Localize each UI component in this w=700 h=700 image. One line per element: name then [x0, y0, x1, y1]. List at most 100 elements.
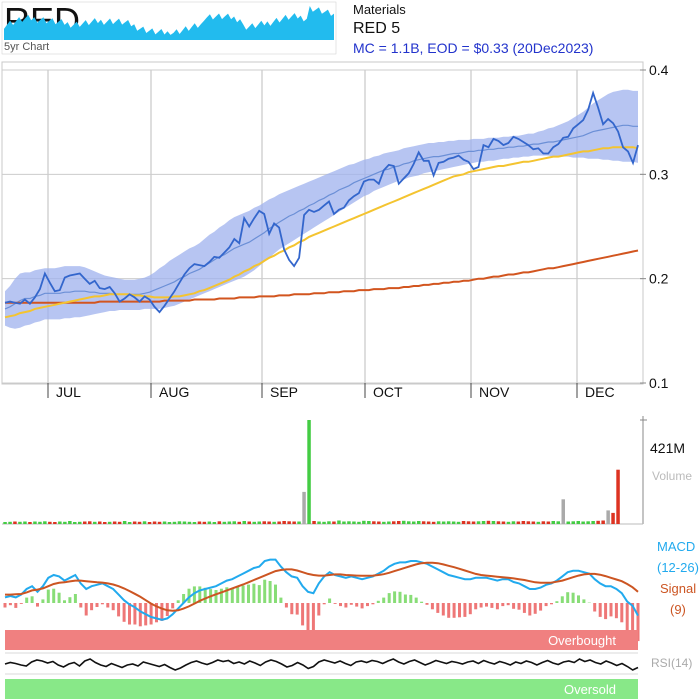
macd-histogram-bar [582, 599, 586, 603]
mini-chart-frame [1, 1, 337, 55]
volume-bar [426, 521, 431, 524]
macd-histogram-bar [387, 593, 391, 603]
volume-bar [322, 521, 326, 524]
company-name: RED 5 [353, 20, 400, 37]
rsi-line [4, 658, 639, 671]
macd-histogram-bar [138, 603, 142, 627]
macd-histogram-bar [41, 599, 45, 603]
volume-bar [327, 521, 331, 524]
macd-histogram-bar [311, 603, 315, 633]
macd-histogram-bar [182, 594, 186, 603]
macd-histogram-bar [79, 603, 83, 608]
macd-histogram-bar [550, 603, 553, 605]
volume-bar [342, 521, 346, 524]
macd-histogram-bar [625, 603, 629, 632]
volume-bar [377, 521, 381, 524]
volume-bar [252, 521, 256, 524]
macd-histogram-bar [19, 603, 23, 604]
volume-bar [152, 521, 157, 524]
volume-bar [496, 521, 501, 524]
sector-label: Materials [353, 2, 406, 17]
volume-bar [372, 521, 376, 524]
price-y-tick-label: 0.1 [649, 375, 669, 391]
macd-histogram-bar [333, 603, 337, 604]
price-x-tick-label: JUL [56, 384, 81, 400]
macd-histogram-bar [95, 603, 99, 607]
macd-histogram-bar [533, 603, 537, 614]
volume-bar [471, 521, 476, 524]
volume-bar [63, 521, 67, 524]
volume-bars [3, 420, 620, 524]
volume-bar [88, 521, 92, 524]
volume-bar [167, 522, 172, 524]
macd-histogram-bar [577, 595, 580, 603]
market-info: MC = 1.1B, EOD = $0.33 (20Dec2023) [353, 40, 593, 56]
macd-histogram-bar [36, 603, 39, 607]
macd-histogram-bar [382, 597, 386, 603]
macd-histogram-bar [219, 588, 223, 603]
volume-bar [53, 522, 57, 524]
mini-chart-label: 5yr Chart [4, 41, 49, 53]
macd-histogram-bar [609, 603, 613, 617]
price-x-tick-label: AUG [159, 384, 189, 400]
volume-bar [521, 521, 526, 524]
macd-histogram-bar [409, 594, 413, 603]
macd-histogram-bar [322, 603, 326, 605]
macd-histogram-bar [328, 598, 332, 603]
macd-line [4, 558, 639, 621]
macd-histogram-bar [512, 603, 516, 609]
macd-histogram-bar [25, 597, 29, 603]
mini-chart-area [4, 6, 334, 40]
macd-histogram-bar [317, 603, 321, 616]
macd-histogram-bar [463, 603, 467, 617]
volume-bar [476, 521, 481, 524]
volume-bar [611, 512, 615, 524]
mini-5yr-chart[interactable]: 5yr Chart [1, 1, 337, 55]
volume-bar [78, 521, 82, 524]
volume-bar [546, 521, 551, 524]
macd-histogram-bar [306, 603, 310, 632]
macd-histogram-bar [560, 596, 564, 603]
volume-max-label: 421M [650, 440, 685, 456]
volume-bar [506, 521, 511, 524]
volume-bar [541, 521, 546, 524]
volume-bar [491, 521, 496, 524]
volume-bar [292, 521, 296, 524]
volume-bar [551, 521, 555, 524]
macd-histogram-bar [506, 603, 510, 606]
macd-params-label: (12-26) [657, 560, 699, 575]
volume-bar [466, 521, 471, 524]
bollinger-band-area [5, 89, 638, 329]
macd-histogram-bar [403, 594, 407, 603]
volume-bar [312, 521, 316, 524]
volume-bar [596, 520, 600, 524]
rsi-label: RSI(14) [651, 656, 692, 670]
volume-bar [272, 521, 276, 524]
macd-histogram-bar [46, 589, 50, 603]
overbought-band [5, 630, 638, 650]
macd-histogram-bar [30, 596, 34, 603]
macd-histogram-bar [479, 603, 483, 608]
volume-bar [262, 521, 266, 524]
signal-label: Signal [660, 581, 696, 596]
volume-bar [28, 522, 32, 524]
macd-histogram-bar [620, 603, 624, 623]
volume-bar [212, 522, 217, 524]
volume-bar [332, 521, 336, 524]
volume-bar [192, 522, 197, 524]
macd-histogram-bar [447, 603, 451, 618]
volume-bar [531, 521, 536, 524]
oversold-band [5, 679, 638, 699]
volume-bar [157, 521, 162, 524]
volume-bar [402, 520, 406, 524]
macd-label: MACD [657, 539, 695, 554]
macd-histogram-bar [295, 603, 299, 615]
macd-histogram-bar [252, 583, 256, 603]
macd-histogram-bar [604, 603, 608, 620]
volume-bar [117, 521, 122, 524]
volume-label: Volume [652, 469, 692, 483]
volume-bar [98, 521, 102, 524]
macd-histogram-bar [349, 603, 353, 605]
volume-bar [362, 520, 366, 524]
